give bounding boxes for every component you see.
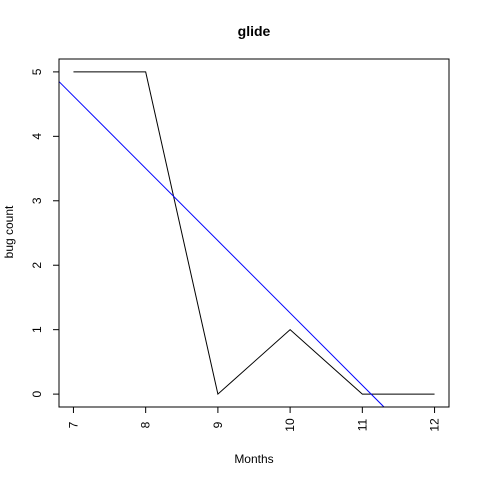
y-tick-label-5: 5 [30, 68, 44, 75]
x-tick-label-12: 12 [428, 418, 442, 432]
x-tick-label-9: 9 [211, 421, 225, 428]
y-axis-title: bug count [2, 205, 16, 258]
y-tick-label-1: 1 [30, 326, 44, 333]
plot-frame [58, 58, 450, 408]
trend-line [59, 81, 385, 407]
plot-area [58, 58, 450, 408]
y-tick-label-3: 3 [30, 197, 44, 204]
x-axis-title: Months [234, 452, 273, 466]
y-tick-label-0: 0 [30, 390, 44, 397]
series-layer [59, 71, 435, 407]
y-tick-label-4: 4 [30, 133, 44, 140]
series-line-0 [73, 71, 435, 396]
y-tick-label-2: 2 [30, 262, 44, 269]
x-tick-label-8: 8 [139, 421, 153, 428]
x-tick-label-7: 7 [66, 421, 80, 428]
x-tick-label-10: 10 [283, 418, 297, 432]
x-tick-label-11: 11 [355, 418, 369, 431]
chart-title: glide [238, 23, 271, 39]
